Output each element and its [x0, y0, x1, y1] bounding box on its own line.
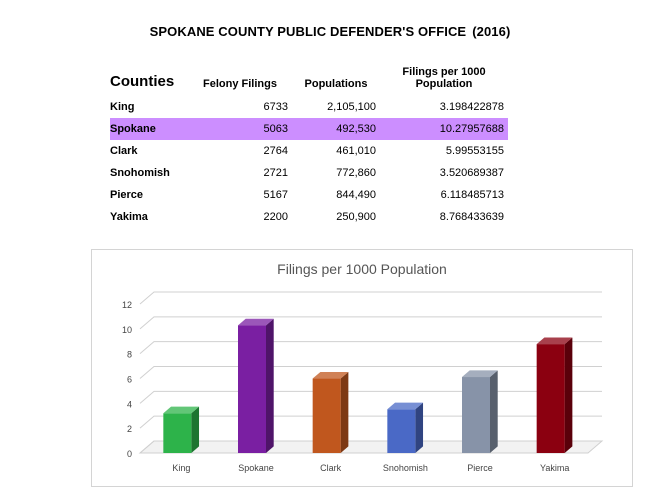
- cell-population: 492,530: [292, 118, 380, 140]
- cell-felony: 6733: [263, 101, 288, 113]
- bar-front: [387, 409, 416, 453]
- table-row: Clark 2764 461,010 5.99553155: [110, 140, 508, 162]
- gridline: [139, 291, 602, 305]
- x-tick-label: Yakima: [540, 463, 569, 473]
- cell-county: King: [110, 101, 135, 113]
- y-tick-label: 2: [127, 424, 132, 434]
- bar-chart-svg: Filings per 1000 Population 0 2 4 6 8 10 12 Ki…: [122, 261, 604, 473]
- chart-bars: [163, 318, 573, 453]
- gridline: [139, 390, 602, 404]
- table-header-row: Counties Felony Filings Populations Fili…: [110, 66, 508, 96]
- bar-front: [163, 413, 192, 453]
- cell-population: 461,010: [336, 145, 376, 157]
- bar-side: [191, 406, 200, 453]
- table-row: King 6733 2,105,100 3.198422878: [110, 96, 508, 118]
- header-rate-line1: Filings per 1000: [402, 66, 486, 78]
- chart-gridlines: [138, 291, 604, 454]
- cell-population: 2,105,100: [327, 101, 376, 113]
- bar-top: [312, 371, 349, 379]
- cell-population: 844,490: [336, 189, 376, 201]
- cell-county: Clark: [110, 145, 138, 157]
- cell-rate: 5.99553155: [445, 145, 504, 157]
- bar-top: [387, 402, 424, 410]
- header-populations: Populations: [304, 78, 368, 90]
- cell-felony: 2764: [263, 145, 288, 157]
- bar-side: [564, 337, 573, 453]
- table-row: Pierce 5167 844,490 6.118485713: [110, 184, 508, 206]
- bar-side: [415, 402, 424, 453]
- bar-side: [490, 370, 498, 453]
- gridline: [139, 366, 602, 379]
- filings-table: Counties Felony Filings Populations Fili…: [110, 66, 508, 228]
- y-tick-label: 6: [127, 375, 132, 385]
- bar-pierce: [462, 370, 498, 453]
- bar-front: [312, 378, 341, 453]
- bar-chart: Filings per 1000 Population 0 2 4 6 8 10 12 Ki…: [91, 249, 633, 487]
- y-tick-label: 4: [127, 399, 132, 409]
- bar-front: [462, 377, 490, 453]
- chart-floor: [138, 440, 604, 454]
- cell-population: 772,860: [336, 167, 376, 179]
- title-year: (2016): [472, 24, 511, 39]
- cell-population: 250,900: [336, 211, 376, 223]
- cell-county: Pierce: [110, 189, 144, 201]
- cell-rate: 3.198422878: [439, 101, 504, 113]
- bar-top: [163, 406, 200, 414]
- bar-yakima: [536, 337, 573, 453]
- table-row: Snohomish 2721 772,860 3.520689387: [110, 162, 508, 184]
- header-rate-line2: Population: [415, 78, 473, 90]
- bar-side: [266, 318, 274, 453]
- cell-rate: 3.520689387: [439, 167, 504, 179]
- header-felony-filings: Felony Filings: [203, 78, 277, 90]
- y-tick-label: 10: [122, 325, 132, 335]
- bar-top: [536, 337, 573, 345]
- gridline: [139, 341, 602, 355]
- chart-title: Filings per 1000 Population: [277, 261, 447, 277]
- x-tick-label: King: [172, 463, 190, 473]
- cell-county: Yakima: [110, 211, 148, 223]
- bar-snohomish: [387, 402, 424, 453]
- x-tick-label: Clark: [320, 463, 342, 473]
- y-tick-label: 8: [127, 350, 132, 360]
- x-tick-label: Snohomish: [383, 463, 428, 473]
- cell-county: Snohomish: [110, 167, 170, 179]
- bar-top: [238, 318, 274, 326]
- gridline: [139, 440, 602, 454]
- bar-spokane: [238, 318, 274, 453]
- cell-felony: 5167: [263, 189, 288, 201]
- header-counties: Counties: [110, 73, 175, 90]
- x-axis-ticks: King Spokane Clark Snohomish Pierce Yakima: [172, 463, 569, 473]
- header-filings-per-1000: Filings per 1000 Population: [380, 66, 508, 96]
- y-tick-label: 0: [127, 449, 132, 459]
- bar-king: [163, 406, 200, 453]
- bar-side: [340, 371, 349, 453]
- y-tick-label: 12: [122, 300, 132, 310]
- table-row: Yakima 2200 250,900 8.768433639: [110, 206, 508, 228]
- cell-felony: 5063: [188, 118, 292, 140]
- page-title: SPOKANE COUNTY PUBLIC DEFENDER'S OFFICE (…: [0, 24, 660, 39]
- cell-rate: 10.27957688: [380, 118, 508, 140]
- bar-clark: [312, 371, 349, 453]
- gridline: [139, 415, 602, 429]
- bar-top: [462, 370, 498, 378]
- cell-county: Spokane: [110, 118, 188, 140]
- table-row-highlighted: Spokane 5063 492,530 10.27957688: [110, 118, 508, 140]
- bar-front: [238, 325, 266, 453]
- y-axis-ticks: 0 2 4 6 8 10 12: [122, 300, 132, 459]
- cell-felony: 2200: [263, 211, 288, 223]
- cell-rate: 8.768433639: [439, 211, 504, 223]
- cell-felony: 2721: [263, 167, 288, 179]
- cell-rate: 6.118485713: [440, 189, 504, 201]
- x-tick-label: Pierce: [467, 463, 493, 473]
- gridline: [139, 316, 602, 330]
- x-tick-label: Spokane: [238, 463, 274, 473]
- bar-front: [536, 344, 565, 453]
- title-text: SPOKANE COUNTY PUBLIC DEFENDER'S OFFICE: [149, 24, 467, 39]
